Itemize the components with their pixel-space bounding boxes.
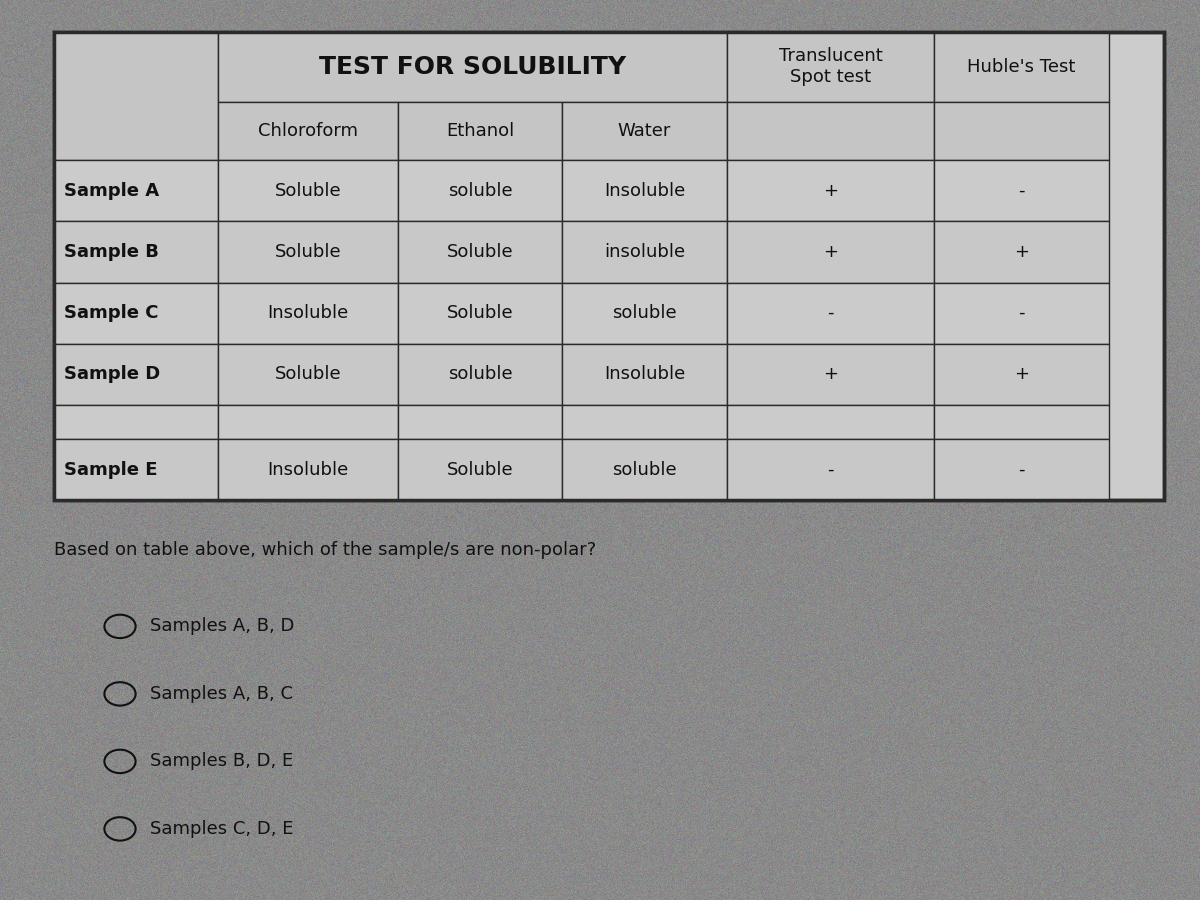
Text: Water: Water [618,122,671,140]
Text: insoluble: insoluble [604,243,685,261]
Bar [398,405,563,439]
Text: Translucent
Spot test: Translucent Spot test [779,47,882,86]
Bar [218,221,398,283]
Text: Soluble: Soluble [275,365,342,383]
Bar [727,221,935,283]
Bar [563,439,727,500]
Text: Insoluble: Insoluble [604,182,685,200]
Text: Chloroform: Chloroform [258,122,358,140]
Bar [727,32,935,102]
Bar [563,160,727,221]
Bar [935,32,1109,102]
Bar [727,283,935,344]
Bar [54,439,218,500]
Bar [727,102,935,160]
Text: Soluble: Soluble [275,182,342,200]
Text: -: - [827,304,834,322]
Text: soluble: soluble [448,365,512,383]
Bar [398,221,563,283]
Text: +: + [823,182,838,200]
Text: Samples A, B, D: Samples A, B, D [150,617,294,635]
Bar [54,32,1164,500]
Text: Samples C, D, E: Samples C, D, E [150,820,294,838]
Text: -: - [1018,461,1025,479]
Bar [218,439,398,500]
Text: +: + [1014,365,1028,383]
Bar [727,405,935,439]
Bar [54,32,1164,500]
Text: +: + [823,243,838,261]
Text: Soluble: Soluble [446,304,514,322]
Bar [727,160,935,221]
Text: -: - [1018,304,1025,322]
Text: Soluble: Soluble [446,243,514,261]
Bar [54,160,218,221]
Bar [218,102,398,160]
Bar [54,344,218,405]
Text: Sample B: Sample B [64,243,158,261]
Bar [218,32,727,102]
Bar [935,102,1109,160]
Bar [398,439,563,500]
Bar [398,344,563,405]
Text: Huble's Test: Huble's Test [967,58,1075,76]
Text: Soluble: Soluble [446,461,514,479]
Bar [935,439,1109,500]
Bar [727,439,935,500]
Bar [935,405,1109,439]
Bar [54,32,218,160]
Text: soluble: soluble [612,304,677,322]
Bar [54,221,218,283]
Bar [935,160,1109,221]
Bar [563,405,727,439]
Text: Sample D: Sample D [64,365,160,383]
Bar [935,221,1109,283]
Text: +: + [1014,243,1028,261]
Bar [935,283,1109,344]
Text: Insoluble: Insoluble [268,461,349,479]
Text: Soluble: Soluble [275,243,342,261]
Text: Based on table above, which of the sample/s are non-polar?: Based on table above, which of the sampl… [54,541,596,559]
Bar [727,344,935,405]
Bar [398,283,563,344]
Text: -: - [1018,182,1025,200]
Text: -: - [827,461,834,479]
Text: Insoluble: Insoluble [604,365,685,383]
Bar [563,102,727,160]
Text: Ethanol: Ethanol [446,122,515,140]
Text: Samples A, B, C: Samples A, B, C [150,685,293,703]
Bar [218,283,398,344]
Text: Insoluble: Insoluble [268,304,349,322]
Bar [54,405,218,439]
Bar [54,283,218,344]
Bar [563,283,727,344]
Bar [218,160,398,221]
Text: Sample A: Sample A [64,182,158,200]
Text: TEST FOR SOLUBILITY: TEST FOR SOLUBILITY [319,55,626,78]
Text: +: + [823,365,838,383]
Bar [935,344,1109,405]
Bar [398,102,563,160]
Bar [398,160,563,221]
Bar [563,344,727,405]
Bar [218,405,398,439]
Text: soluble: soluble [612,461,677,479]
Bar [218,344,398,405]
Bar [563,221,727,283]
Text: Samples B, D, E: Samples B, D, E [150,752,293,770]
Text: Sample E: Sample E [64,461,157,479]
Text: soluble: soluble [448,182,512,200]
Text: Sample C: Sample C [64,304,158,322]
